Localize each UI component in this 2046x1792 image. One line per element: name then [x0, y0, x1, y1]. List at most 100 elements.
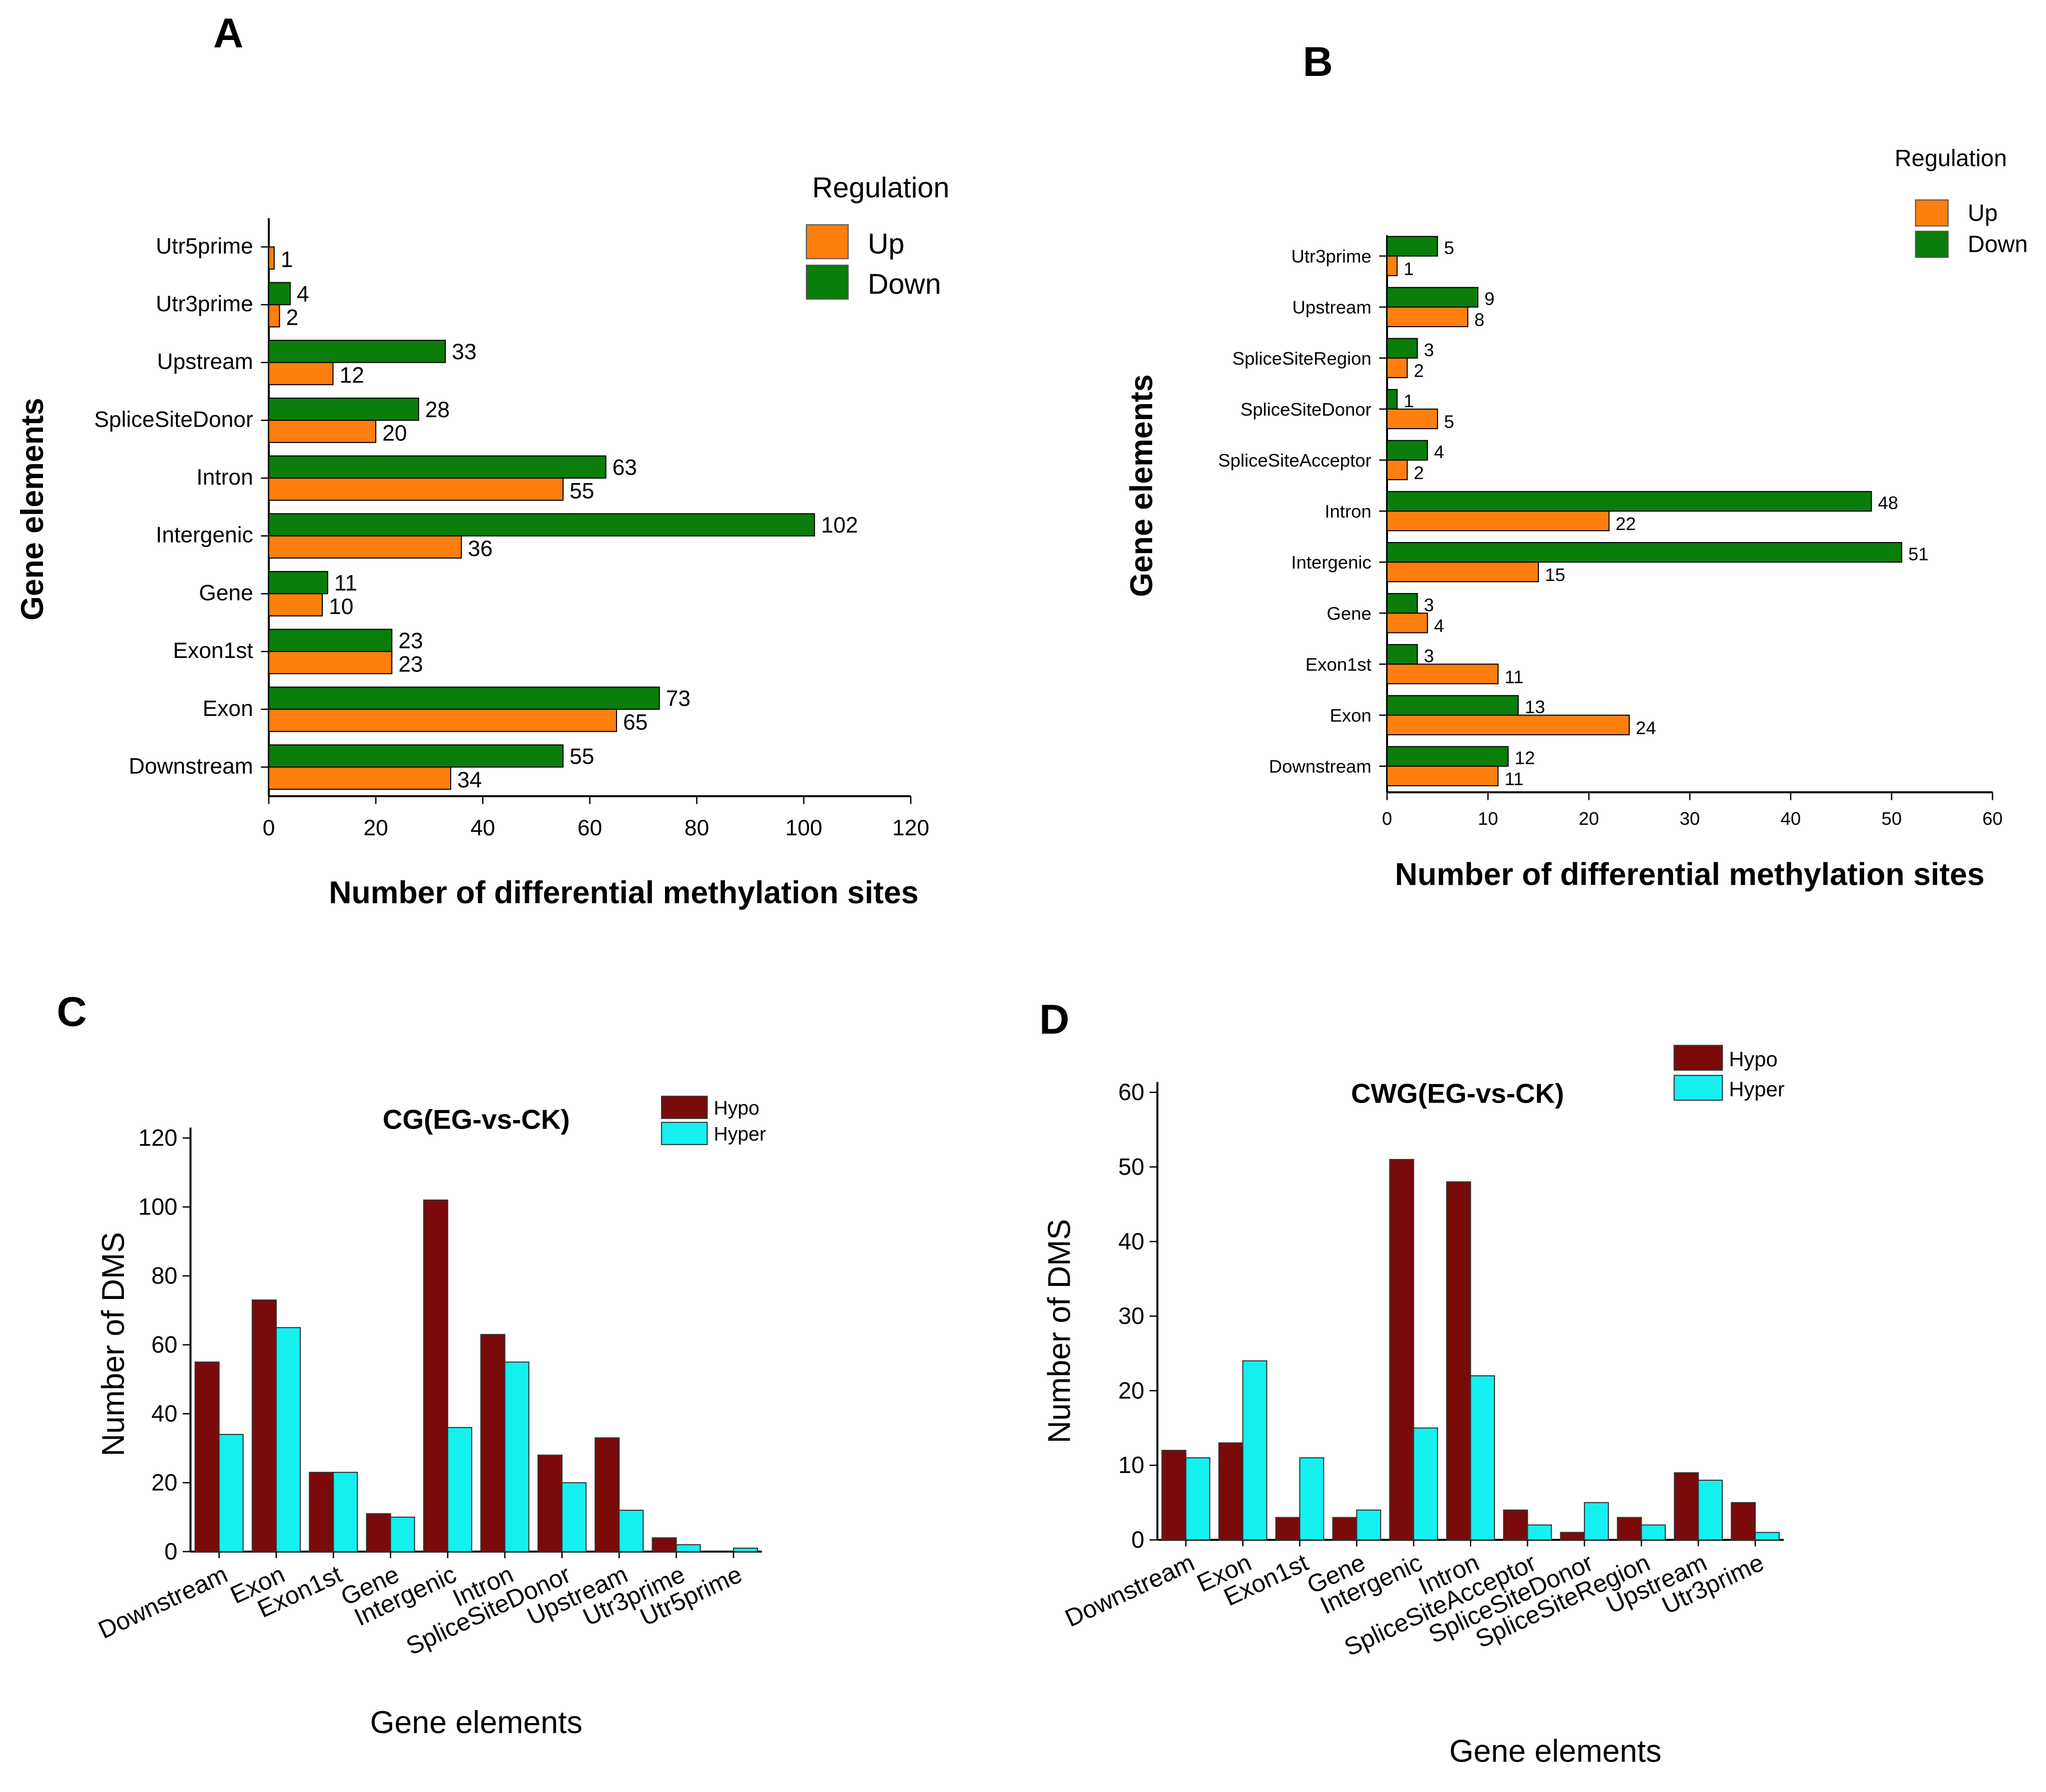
data-label-up: 10 [329, 595, 353, 619]
bar-up [268, 362, 334, 386]
bar-hyper [1356, 1509, 1381, 1541]
y-tick-label: Gene [1327, 603, 1371, 623]
legend-label-hypo: Hypo [714, 1098, 759, 1119]
y-tick-label: 20 [151, 1469, 177, 1496]
y-tick-label: 100 [138, 1194, 177, 1220]
x-tick-label: 30 [1680, 808, 1700, 829]
bar-hypo [1332, 1517, 1358, 1541]
x-tick-label: 60 [578, 816, 602, 840]
y-tick-label: Upstream [1292, 297, 1371, 318]
data-label-up: 65 [623, 710, 648, 734]
bar-hyper [390, 1516, 415, 1552]
y-tick-label: SpliceSiteDonor [94, 407, 253, 432]
legend-swatch-down [805, 264, 849, 300]
bar-down [268, 744, 564, 768]
bar-down [268, 686, 660, 710]
data-label-up: 2 [1414, 463, 1424, 483]
x-tick-label: 60 [1983, 808, 2003, 829]
data-label-down: 63 [613, 455, 637, 480]
x-axis-title: Number of differential methylation sites [329, 875, 918, 910]
bar-down [1386, 644, 1418, 665]
y-tick-label: Utr3prime [156, 292, 253, 316]
legend-swatch-hypo [1673, 1045, 1723, 1071]
x-tick-label: 20 [1579, 808, 1599, 829]
bar-up [1386, 765, 1499, 786]
x-axis-title: Gene elements [370, 1705, 583, 1740]
bar-down [268, 340, 446, 363]
legend-swatch-down [1915, 230, 1949, 258]
bar-hypo [1503, 1509, 1528, 1541]
y-axis-title: Gene elements [1124, 374, 1159, 597]
legend-title: Regulation [812, 172, 950, 204]
bar-hyper [1299, 1457, 1325, 1541]
y-tick-label: Utr5prime [156, 234, 253, 258]
bar-down [1386, 338, 1418, 359]
data-label-down: 13 [1525, 697, 1545, 717]
y-tick-label: 120 [138, 1125, 177, 1151]
data-label-up: 8 [1474, 309, 1484, 330]
bar-hypo [251, 1299, 277, 1552]
x-tick-label: 80 [684, 816, 709, 840]
bar-hypo [1446, 1181, 1471, 1541]
x-tick-label: 40 [1781, 808, 1801, 829]
y-axis-title: Number of DMS [1042, 1219, 1077, 1443]
legend-label-down: Down [868, 268, 941, 300]
bar-hypo [1617, 1517, 1642, 1541]
bar-down [1386, 746, 1509, 767]
bar-down [268, 513, 815, 537]
bar-up [268, 420, 377, 443]
bar-down [268, 571, 328, 595]
data-label-up: 15 [1545, 565, 1565, 585]
y-axis-title: Gene elements [15, 398, 50, 620]
legend-swatch-hypo [661, 1096, 708, 1119]
y-tick-label: 60 [1118, 1079, 1144, 1105]
y-tick-label: 80 [151, 1262, 177, 1289]
bar-down [1386, 593, 1418, 614]
bar-up [268, 766, 452, 790]
bar-down [1386, 389, 1398, 410]
bar-hypo [1560, 1532, 1585, 1541]
data-label-down: 4 [297, 282, 309, 306]
legend-swatch-up [805, 224, 849, 259]
data-label-down: 5 [1444, 238, 1454, 258]
bar-down [1386, 440, 1428, 461]
x-axis-title: Gene elements [1449, 1734, 1662, 1769]
y-tick-label: 40 [1118, 1228, 1144, 1254]
bar-down [268, 455, 607, 479]
bar-up [1386, 714, 1630, 735]
y-tick-label: 50 [1118, 1154, 1144, 1180]
bar-hyper [1527, 1524, 1552, 1541]
x-tick-label: 100 [785, 816, 822, 840]
y-tick-label: 20 [1118, 1377, 1144, 1403]
y-tick-label: Intron [196, 465, 253, 490]
legend-label-hypo: Hypo [1729, 1047, 1778, 1071]
data-label-down: 11 [334, 571, 357, 596]
panel-c: C020406080100120DownstreamExonExon1stGen… [56, 988, 766, 1740]
data-label-up: 11 [1504, 769, 1523, 789]
data-label-down: 23 [398, 629, 423, 653]
data-label-down: 102 [821, 513, 858, 538]
data-label-up: 12 [340, 363, 364, 388]
y-tick-label: 40 [151, 1400, 177, 1427]
y-tick-label: SpliceSiteRegion [1232, 348, 1371, 369]
data-label-down: 48 [1878, 493, 1899, 513]
x-axis-title: Number of differential methylation sites [1395, 857, 1985, 892]
bar-hyper [1641, 1524, 1666, 1541]
y-tick-label: 30 [1118, 1302, 1144, 1329]
bar-hyper [1584, 1502, 1609, 1541]
bar-up [1386, 459, 1408, 481]
data-label-down: 51 [1908, 544, 1929, 564]
bar-up [268, 593, 323, 616]
data-label-down: 3 [1424, 595, 1434, 615]
y-tick-label: Intergenic [1291, 552, 1371, 573]
bar-up [268, 477, 564, 501]
bar-hyper [333, 1472, 358, 1552]
bar-down [1386, 695, 1519, 716]
legend-label-hyper: Hyper [1729, 1077, 1785, 1101]
data-label-up: 22 [1616, 514, 1636, 534]
bar-hypo [537, 1454, 563, 1552]
data-label-down: 55 [570, 744, 594, 769]
bar-hypo [1161, 1450, 1187, 1541]
